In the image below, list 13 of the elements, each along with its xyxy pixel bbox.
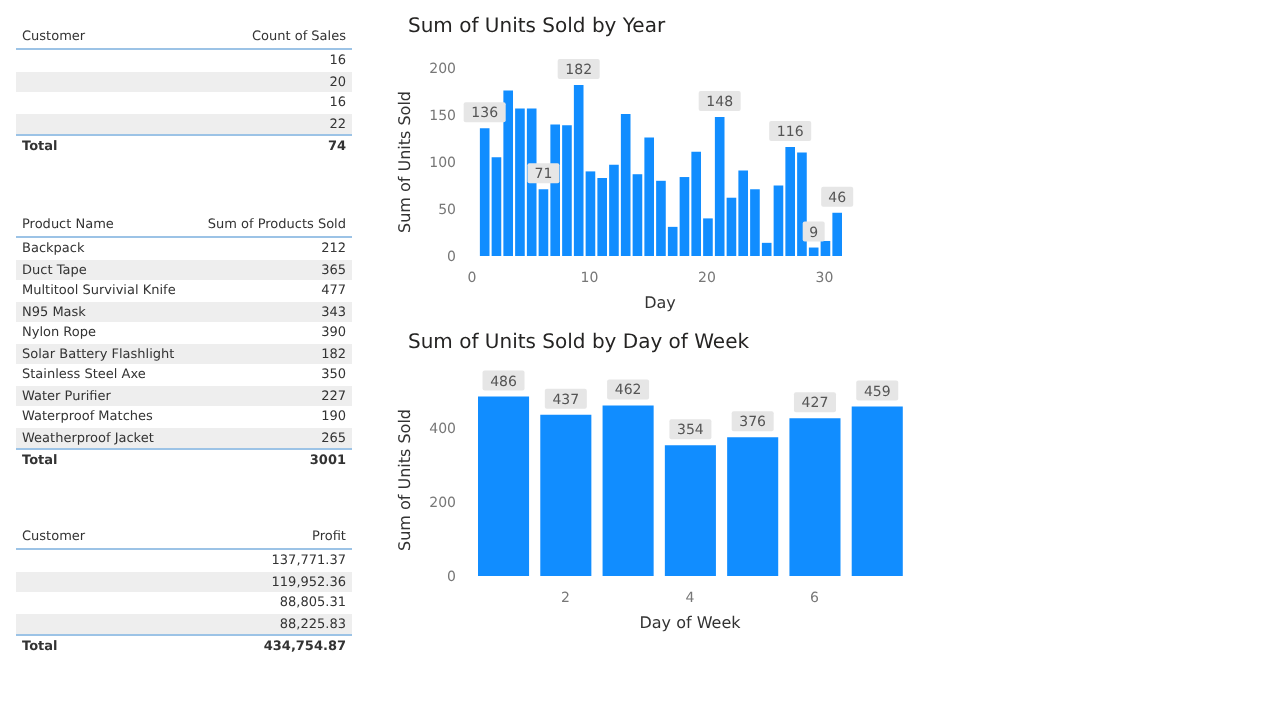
bar xyxy=(540,414,592,576)
bar xyxy=(851,406,903,576)
bar xyxy=(664,445,716,576)
x-axis-title: Day xyxy=(644,294,677,312)
chart-title: Sum of Units Sold by Year xyxy=(406,16,668,42)
bar xyxy=(727,437,779,576)
y-axis-title: Sum of Units Sold xyxy=(395,408,414,552)
x-axis-title: Day of Week xyxy=(639,614,742,632)
y-axis-title: Sum of Units Sold xyxy=(395,90,414,234)
bar xyxy=(789,418,841,576)
bar xyxy=(602,405,654,576)
chart-title: Sum of Units Sold by Day of Week xyxy=(406,332,752,358)
bar xyxy=(478,396,530,576)
